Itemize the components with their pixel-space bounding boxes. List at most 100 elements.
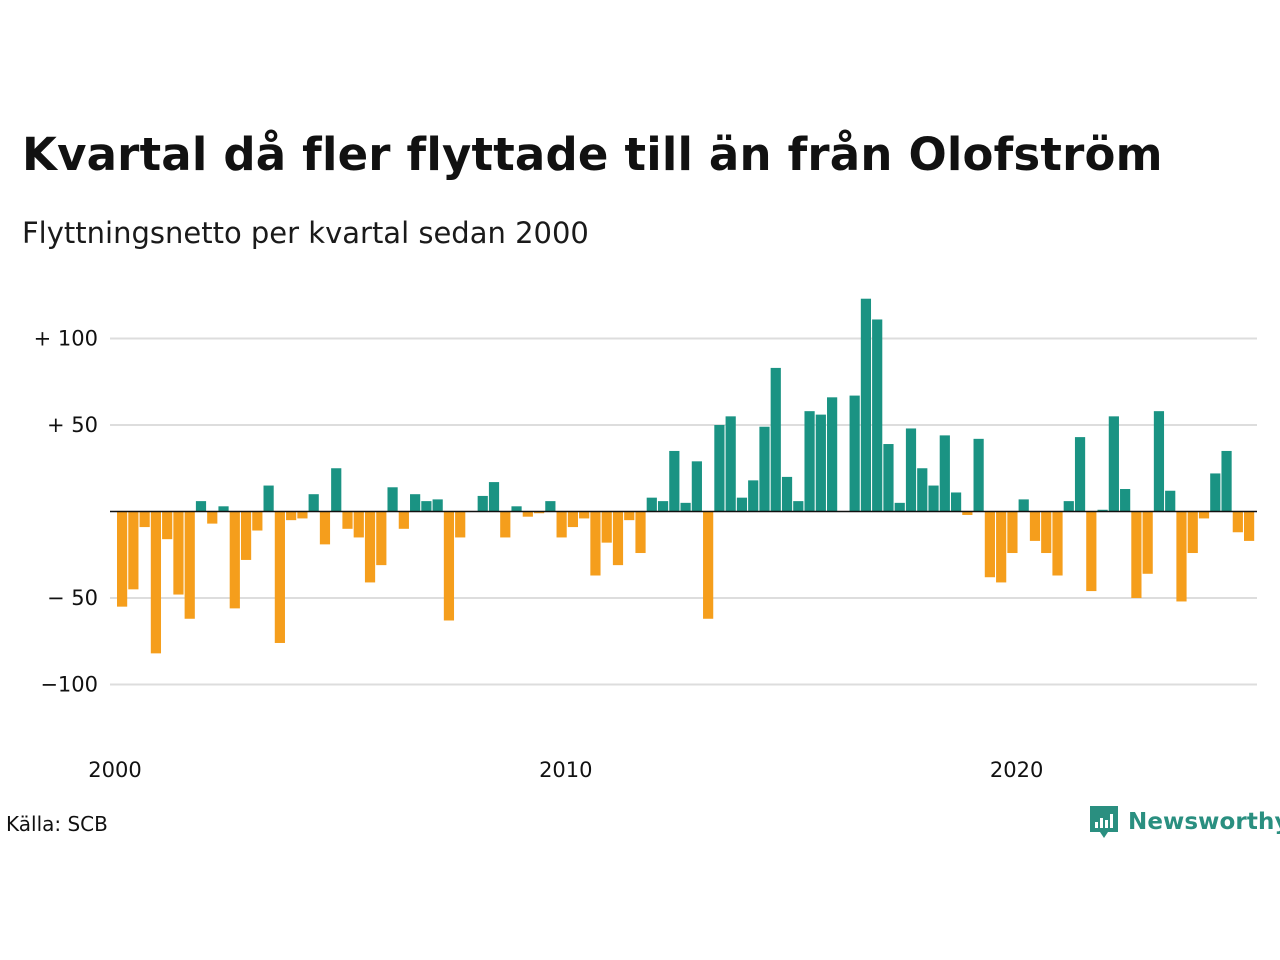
bar: 2018 K1: 15 xyxy=(928,485,939,512)
bar: 2019 K3: -41 xyxy=(996,511,1007,583)
bar: 2003 K1: -11 xyxy=(252,511,263,531)
bar: 2022 K3: -50 xyxy=(1131,511,1142,598)
bar: 2015 K1: 6 xyxy=(793,501,804,512)
bar: 2000 K4: -82 xyxy=(150,511,162,654)
bar: 2012 K2: 35 xyxy=(669,450,680,512)
bar: 2015 K4: 66 xyxy=(827,397,838,512)
bar: 2017 K3: 48 xyxy=(905,428,917,512)
bar: 2009 K1: -3 xyxy=(522,511,533,517)
chart-gridlines xyxy=(110,337,1257,686)
x-tick-label: 2020 xyxy=(990,758,1043,782)
bar: 2018 K4: -2 xyxy=(962,511,973,515)
bar: 2023 K4: -24 xyxy=(1187,511,1198,554)
bar: 2020 K1: 7 xyxy=(1018,499,1029,512)
bar: 2007 K3: -15 xyxy=(455,511,466,538)
bar: 2023 K2: 12 xyxy=(1165,490,1176,512)
y-tick-label: + 50 xyxy=(47,413,98,437)
bar: 2021 K4: 1 xyxy=(1097,509,1108,512)
bar: 2010 K3: -37 xyxy=(590,511,601,576)
bar: 2009 K2: -1 xyxy=(533,511,545,514)
y-tick-label: −100 xyxy=(40,673,98,697)
bar: 2008 K4: 3 xyxy=(511,506,522,512)
bar: 2002 K3: -56 xyxy=(229,511,240,609)
bar: 2004 K2: 10 xyxy=(308,494,319,512)
bar: 2010 K2: -4 xyxy=(579,511,590,519)
bar: 2007 K1: 7 xyxy=(432,499,443,512)
bar: 2013 K2: 50 xyxy=(714,425,725,512)
bar: 2014 K1: 18 xyxy=(748,480,759,512)
x-axis: 2000 2010 2020 xyxy=(88,758,1043,782)
bar: 2011 K2: -5 xyxy=(624,511,635,521)
bar: 2023 K3: -52 xyxy=(1176,511,1187,602)
bar: 2020 K3: -24 xyxy=(1041,511,1052,554)
bar-chart: 2000 K1: -552000 K2: -452000 K3: -92000 … xyxy=(34,298,1257,782)
bar: 2008 K3: -15 xyxy=(500,511,511,538)
bar: 2021 K1: 6 xyxy=(1063,501,1074,512)
bar: 2000 K3: -9 xyxy=(139,511,150,528)
bar: 2013 K1: -62 xyxy=(703,511,714,619)
bar: 2010 K1: -9 xyxy=(567,511,578,528)
chart-subtitle: Flyttningsnetto per kvartal sedan 2000 xyxy=(22,216,589,250)
bar: 2012 K4: 29 xyxy=(691,461,702,512)
bar: 2019 K1: 42 xyxy=(973,438,984,512)
bar: 2003 K2: 15 xyxy=(263,485,274,512)
bar: 2014 K2: 49 xyxy=(759,426,770,512)
bar: 2000 K2: -45 xyxy=(128,511,139,590)
bar: 2011 K1: -31 xyxy=(612,511,624,566)
bar: 2001 K3: -62 xyxy=(184,511,195,619)
bar: 2024 K2: 22 xyxy=(1210,473,1221,512)
bar: 2022 K1: 55 xyxy=(1108,416,1119,512)
bar: 2009 K4: -15 xyxy=(556,511,567,538)
bar: 2003 K3: -76 xyxy=(274,511,285,643)
bar: 2004 K4: 25 xyxy=(331,468,342,512)
bar: 2001 K4: 6 xyxy=(195,501,207,512)
bar: 2003 K4: -5 xyxy=(286,511,297,521)
source-note: Källa: SCB xyxy=(6,812,108,836)
x-tick-label: 2010 xyxy=(539,758,592,782)
brand-name: Newsworthy xyxy=(1128,809,1280,835)
bar: 2013 K4: 8 xyxy=(736,497,748,512)
bar: 2004 K3: -19 xyxy=(319,511,331,545)
bar: 2018 K3: 11 xyxy=(950,492,962,512)
bar: 2004 K1: -4 xyxy=(297,511,308,519)
bar: 2014 K4: 20 xyxy=(781,476,793,512)
bar: 2011 K4: 8 xyxy=(646,497,657,512)
y-axis: + 100 + 50 − 50 −100 xyxy=(34,327,98,697)
bar: 2008 K2: 17 xyxy=(488,482,500,512)
bar: 2002 K1: -7 xyxy=(207,511,218,524)
bar: 2001 K1: -16 xyxy=(162,511,173,540)
bar: 2005 K2: -15 xyxy=(353,511,364,538)
bar: 2021 K3: -46 xyxy=(1086,511,1097,592)
bar: 2012 K3: 5 xyxy=(680,502,691,512)
bar: 2017 K2: 5 xyxy=(894,502,905,512)
bar: 2016 K2: 67 xyxy=(849,395,860,512)
bar: 2006 K2: -10 xyxy=(398,511,409,529)
chart-bubble-logo-icon xyxy=(1090,806,1118,838)
bar: 2015 K2: 58 xyxy=(804,411,815,512)
bar: 2000 K1: -55 xyxy=(117,511,128,607)
bar: 2019 K2: -38 xyxy=(984,511,995,578)
bar: 2005 K3: -41 xyxy=(364,511,376,583)
bar: 2025 K1: -17 xyxy=(1244,511,1255,541)
bar: 2023 K1: 58 xyxy=(1153,411,1165,512)
bar: 2010 K4: -18 xyxy=(601,511,612,543)
x-tick-label: 2000 xyxy=(88,758,141,782)
bar: 2020 K4: -37 xyxy=(1052,511,1063,576)
bar: 2019 K4: -24 xyxy=(1007,511,1018,554)
bar: 2022 K4: -36 xyxy=(1142,511,1153,574)
bar: 2012 K1: 6 xyxy=(657,501,669,512)
bar: 2006 K4: 6 xyxy=(421,501,432,512)
bar: 2005 K1: -10 xyxy=(342,511,353,529)
bar: 2007 K2: -63 xyxy=(443,511,455,621)
brand-logo[interactable]: Newsworthy xyxy=(1088,804,1280,840)
y-tick-label: + 100 xyxy=(34,327,98,351)
bar: 2001 K2: -48 xyxy=(173,511,184,595)
bar: 2024 K1: -4 xyxy=(1198,511,1210,519)
bar: 2017 K1: 39 xyxy=(883,444,894,512)
bar: 2002 K4: -28 xyxy=(240,511,252,560)
bar: 2020 K2: -17 xyxy=(1029,511,1041,541)
bar: 2015 K3: 56 xyxy=(815,414,826,512)
bar: 2013 K3: 55 xyxy=(725,416,736,512)
bar: 2021 K2: 43 xyxy=(1074,437,1086,512)
bar: 2005 K4: -31 xyxy=(376,511,387,566)
